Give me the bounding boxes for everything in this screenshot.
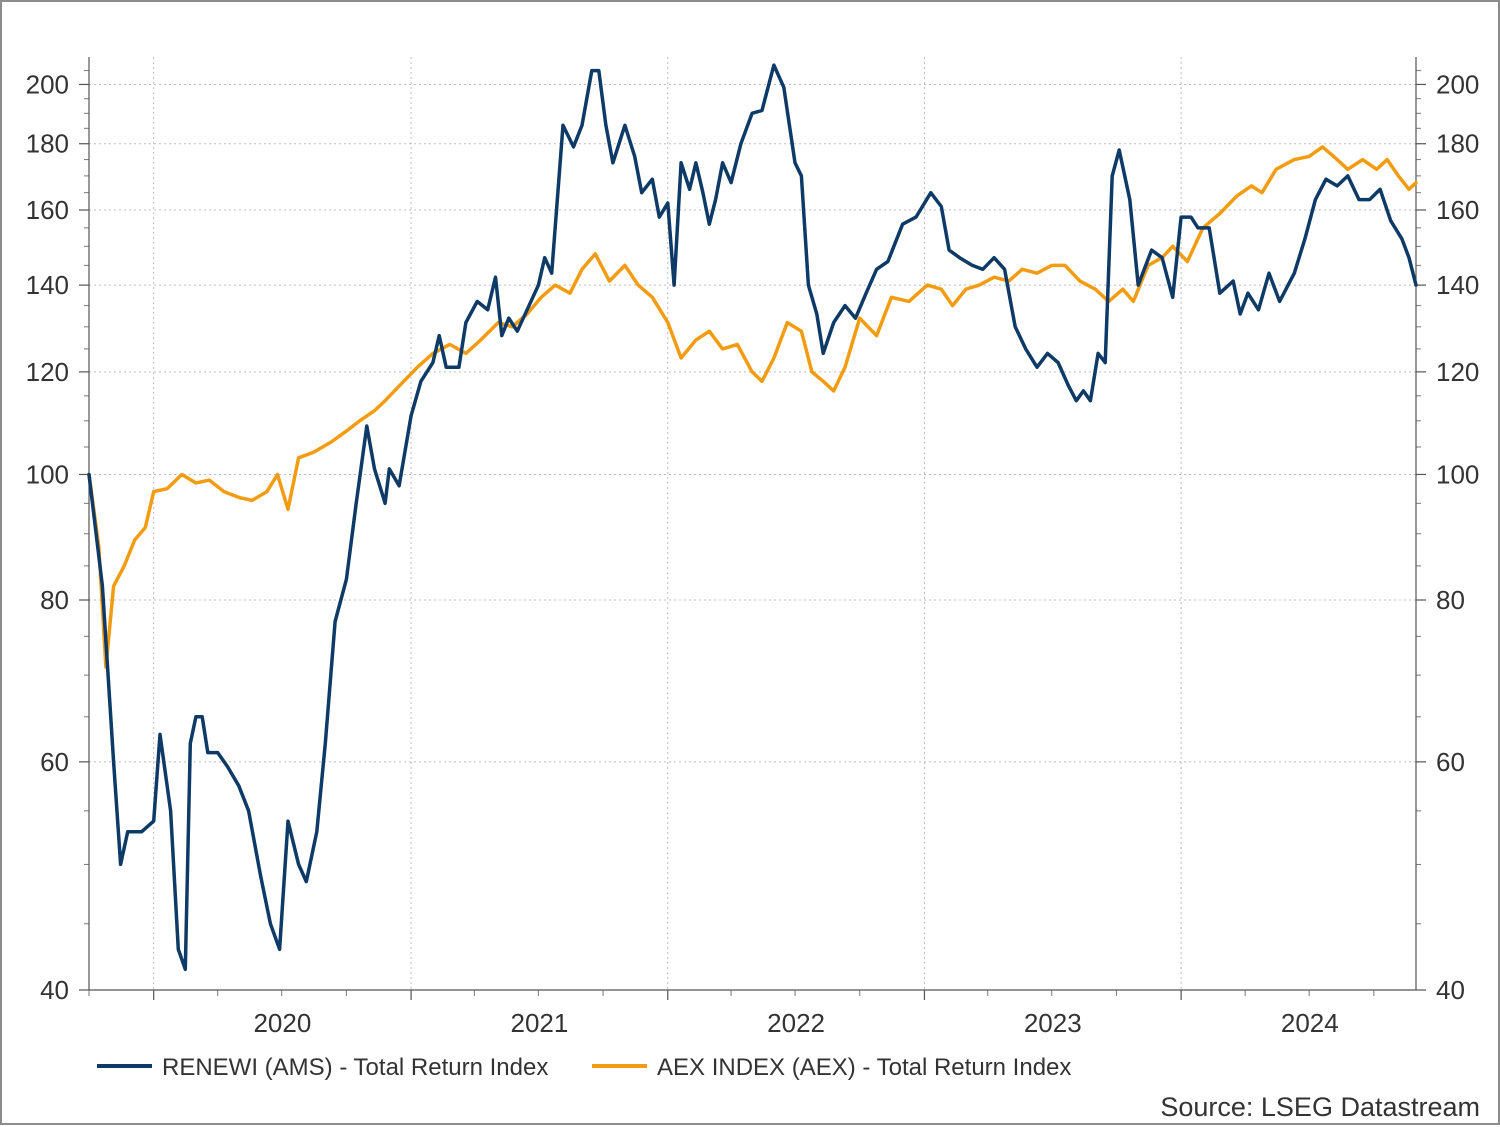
series-line-renewi — [87, 63, 1418, 972]
y-tick-label-right: 160 — [1436, 195, 1479, 225]
legend: RENEWI (AMS) - Total Return Index AEX IN… — [97, 1054, 1071, 1081]
x-tick-label: 2020 — [253, 1008, 311, 1038]
y-tick-label-left: 60 — [40, 747, 69, 777]
x-tick-label: 2021 — [510, 1008, 568, 1038]
y-tick-label-right: 60 — [1436, 747, 1465, 777]
y-tick-label-right: 140 — [1436, 270, 1479, 300]
axes: 40 40 60 60 80 80 100 100 120 120 140 140 160 160 180 1… — [26, 57, 1479, 1038]
x-tick-label: 2023 — [1024, 1008, 1082, 1038]
y-tick-label-left: 200 — [26, 69, 69, 99]
y-tick-label-right: 100 — [1436, 459, 1479, 489]
source-note: Source: LSEG Datastream — [1160, 1092, 1480, 1122]
y-tick-label-left: 160 — [26, 195, 69, 225]
y-tick-label-right: 80 — [1436, 585, 1465, 615]
legend-label-aex: AEX INDEX (AEX) - Total Return Index — [657, 1054, 1071, 1081]
y-tick-label-right: 180 — [1436, 129, 1479, 159]
y-tick-label-left: 40 — [40, 975, 69, 1005]
y-tick-label-right: 200 — [1436, 69, 1479, 99]
y-tick-label-left: 100 — [26, 459, 69, 489]
x-tick-label: 2022 — [767, 1008, 825, 1038]
series-line-aex — [87, 145, 1418, 669]
legend-label-renewi: RENEWI (AMS) - Total Return Index — [162, 1054, 548, 1081]
y-tick-label-left: 120 — [26, 357, 69, 387]
y-tick-label-right: 40 — [1436, 975, 1465, 1005]
series-lines — [87, 63, 1418, 972]
y-tick-label-right: 120 — [1436, 357, 1479, 387]
y-tick-label-left: 140 — [26, 270, 69, 300]
y-tick-label-left: 180 — [26, 129, 69, 159]
x-tick-label: 2024 — [1281, 1008, 1339, 1038]
y-tick-label-left: 80 — [40, 585, 69, 615]
grid — [89, 57, 1416, 990]
